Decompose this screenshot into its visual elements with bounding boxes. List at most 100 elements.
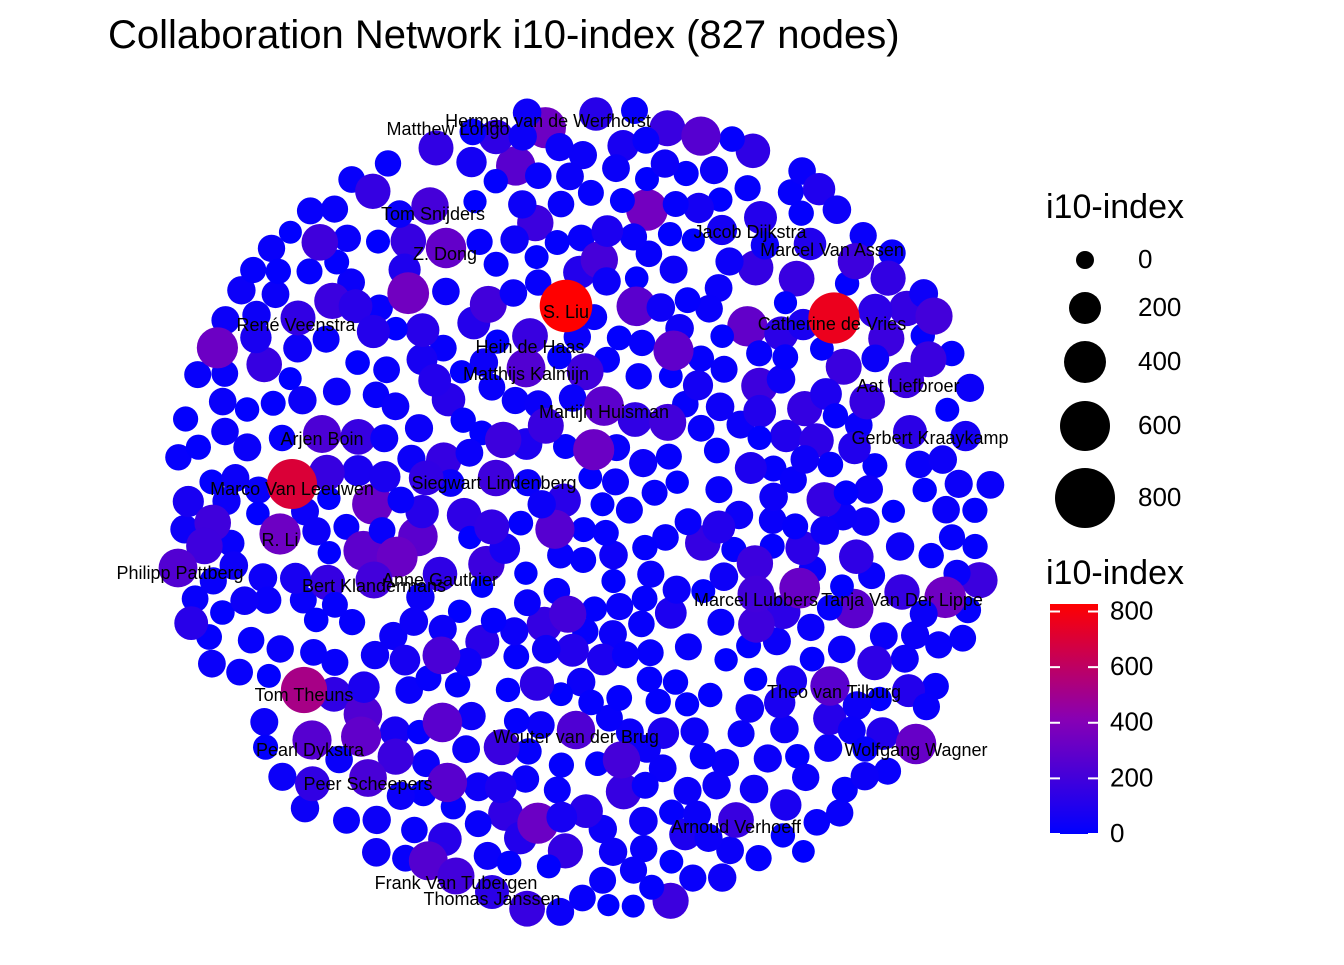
node — [635, 167, 659, 191]
node — [825, 348, 862, 385]
node — [779, 567, 821, 609]
node — [925, 631, 953, 659]
node — [849, 222, 877, 250]
node — [861, 344, 890, 373]
node — [488, 795, 524, 831]
node — [976, 471, 1005, 499]
node — [566, 353, 604, 391]
node — [345, 350, 370, 375]
labeled-node — [579, 97, 613, 131]
size-legend-key — [1055, 468, 1115, 528]
labeled-node — [477, 459, 515, 497]
node-label: Z. Dong — [413, 244, 477, 264]
node — [450, 407, 476, 433]
labeled-node — [355, 561, 393, 599]
labeled-node — [475, 875, 509, 909]
node — [615, 496, 643, 524]
node — [524, 245, 549, 270]
node — [631, 585, 658, 612]
node — [508, 122, 537, 151]
node — [616, 286, 657, 327]
node — [962, 533, 988, 560]
node — [650, 149, 680, 178]
node — [750, 231, 780, 260]
node — [474, 509, 510, 545]
node — [321, 591, 348, 618]
node — [652, 524, 679, 551]
labeled-node — [425, 227, 467, 269]
node — [320, 195, 349, 223]
node — [890, 644, 919, 673]
labeled-node — [706, 214, 738, 246]
node — [629, 449, 658, 478]
node — [770, 823, 796, 848]
node — [870, 260, 906, 296]
node — [606, 685, 633, 711]
node-label: Matthew Longo — [386, 119, 509, 139]
node — [452, 735, 480, 764]
node — [211, 417, 239, 446]
node — [778, 260, 815, 297]
node-label: Wolfgang Wagner — [844, 740, 987, 760]
node — [743, 394, 777, 428]
node — [766, 365, 796, 394]
node — [839, 539, 874, 574]
node — [352, 483, 393, 525]
node — [674, 508, 702, 536]
node — [508, 190, 537, 219]
node — [851, 507, 880, 536]
node — [483, 729, 520, 766]
node — [869, 622, 898, 650]
node — [246, 501, 270, 526]
node — [248, 563, 278, 592]
node — [932, 495, 960, 524]
node-label: Marcel Van Assen — [760, 240, 904, 260]
node — [736, 545, 774, 582]
node — [619, 856, 648, 884]
node — [606, 593, 634, 621]
node — [301, 224, 339, 261]
node-label: Bert Klandermans — [302, 576, 446, 596]
node — [683, 800, 711, 829]
node — [514, 561, 538, 585]
node — [636, 666, 663, 693]
labeled-node — [303, 415, 341, 453]
node — [792, 763, 820, 792]
labeled-node — [411, 187, 449, 225]
node — [478, 373, 506, 401]
node — [837, 716, 866, 745]
node — [833, 480, 859, 506]
node — [266, 635, 294, 663]
node — [483, 251, 509, 277]
labeled-node — [437, 857, 475, 895]
node — [237, 626, 265, 654]
node — [356, 314, 390, 349]
node — [526, 711, 555, 740]
node — [909, 599, 938, 628]
labeled-node — [893, 415, 927, 449]
node — [514, 469, 542, 497]
node — [317, 486, 341, 510]
node — [265, 258, 291, 285]
size-legend-label: 200 — [1138, 292, 1181, 322]
node-label: Tanja Van Der Lippe — [821, 590, 983, 610]
node — [699, 156, 729, 185]
node — [675, 692, 700, 717]
node — [739, 774, 769, 804]
node-label: Anne Gauthier — [382, 570, 498, 590]
node — [705, 476, 733, 504]
node — [406, 582, 435, 612]
node — [322, 377, 351, 406]
node — [196, 327, 238, 369]
node — [716, 836, 744, 865]
node — [764, 686, 796, 719]
labeled-node — [349, 759, 387, 797]
node — [655, 443, 682, 470]
node — [395, 676, 424, 704]
size-legend-label: 0 — [1138, 244, 1152, 274]
node — [624, 266, 649, 291]
node — [296, 197, 324, 225]
node — [240, 321, 272, 354]
node — [881, 499, 906, 523]
node — [833, 588, 874, 629]
